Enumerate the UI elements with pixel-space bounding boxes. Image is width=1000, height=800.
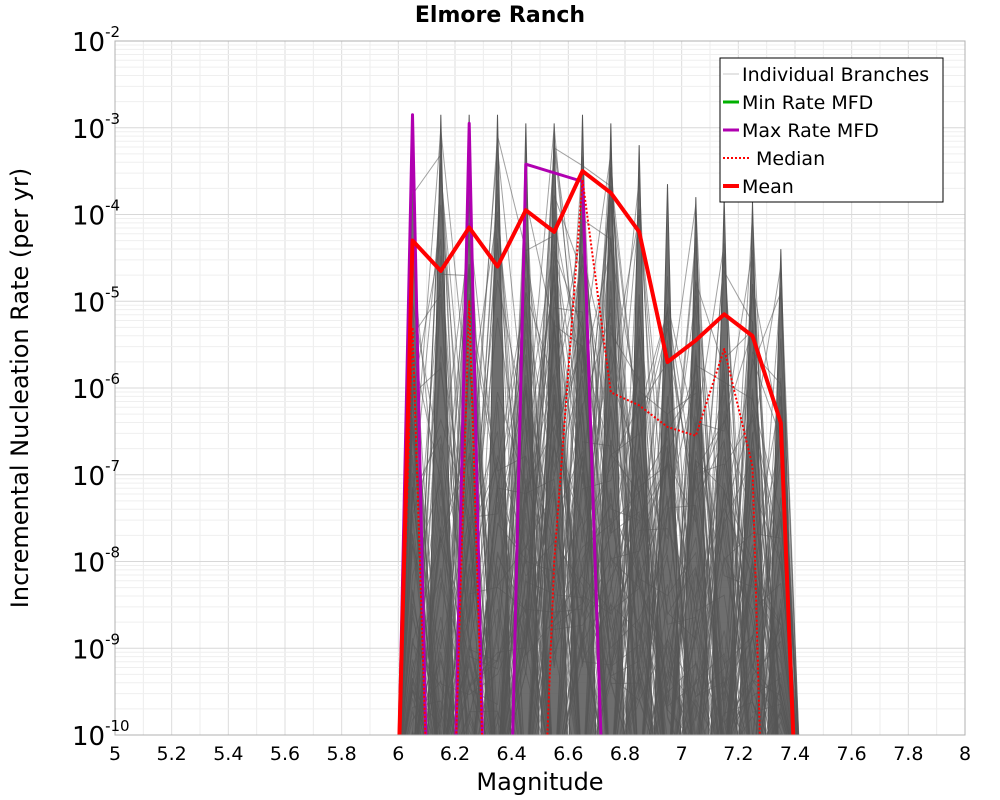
series-max-rate-mfd xyxy=(397,113,603,735)
x-tick-label: 5.2 xyxy=(157,743,187,765)
chart-title: Elmore Ranch xyxy=(415,3,585,28)
x-axis-label: Magnitude xyxy=(476,768,603,796)
legend-label-individual-branches: Individual Branches xyxy=(742,64,929,86)
legend-item-mean: Mean xyxy=(723,176,794,198)
y-axis-label: Incremental Nucleation Rate (per yr) xyxy=(6,168,34,608)
branch-line xyxy=(416,284,798,735)
x-tick-label: 5.8 xyxy=(327,743,357,765)
y-tick-label: 10-4 xyxy=(72,197,120,232)
branch-line xyxy=(401,144,799,735)
legend-item-median: Median xyxy=(723,148,825,170)
legend-item-max-rate: Max Rate MFD xyxy=(723,120,879,142)
legend-label-min-rate: Min Rate MFD xyxy=(742,92,873,114)
x-tick-label: 5.6 xyxy=(270,743,300,765)
x-tick-label: 7.4 xyxy=(780,743,810,765)
branch-spike xyxy=(625,145,653,735)
x-tick-label: 6.8 xyxy=(610,743,640,765)
legend-item-individual-branches: Individual Branches xyxy=(723,64,929,86)
y-tick-label: 10-3 xyxy=(72,110,120,145)
branch-line xyxy=(447,196,756,735)
plot-border xyxy=(114,40,966,736)
branch-spike xyxy=(568,114,597,735)
y-tick-label: 10-9 xyxy=(72,630,120,665)
branch-line xyxy=(411,199,787,735)
legend: Individual Branches Min Rate MFD Max Rat… xyxy=(719,57,944,203)
branch-line xyxy=(401,178,761,735)
series-layer xyxy=(397,113,796,735)
legend-label-median: Median xyxy=(756,148,825,170)
branch-line xyxy=(443,214,779,735)
branch-spike xyxy=(540,123,568,735)
branch-line xyxy=(399,338,799,735)
branch-line xyxy=(403,280,793,735)
x-tick-label: 7.8 xyxy=(893,743,923,765)
legend-box xyxy=(719,57,944,203)
branch-spike xyxy=(653,184,682,735)
x-tick-label: 5.4 xyxy=(213,743,243,765)
legend-label-max-rate: Max Rate MFD xyxy=(742,120,879,142)
branch-line xyxy=(401,238,693,735)
x-axis-ticks: 5 5.2 5.4 5.6 5.8 6 6.2 6.4 6.6 6.8 7 7.2 7.4 7.6 7.8 8 xyxy=(109,743,971,765)
branch-line xyxy=(440,229,800,735)
branch-spike xyxy=(483,114,512,735)
branch-line xyxy=(414,281,795,735)
y-tick-label: 10-2 xyxy=(72,23,120,58)
series-mean xyxy=(397,169,796,735)
branch-line xyxy=(557,351,799,735)
branch-line xyxy=(400,319,796,735)
branch-spike xyxy=(427,114,455,735)
series-median xyxy=(398,178,761,735)
branch-line xyxy=(455,375,740,735)
x-tick-label: 7.2 xyxy=(723,743,753,765)
x-tick-label: 6.2 xyxy=(440,743,470,765)
y-tick-label: 10-10 xyxy=(72,717,130,752)
x-tick-label: 7.6 xyxy=(837,743,867,765)
x-tick-label: 8 xyxy=(959,743,971,765)
branch-line xyxy=(411,242,774,735)
x-tick-label: 7 xyxy=(676,743,688,765)
y-tick-label: 10-6 xyxy=(72,370,120,405)
x-tick-label: 6.6 xyxy=(553,743,583,765)
x-tick-label: 5 xyxy=(109,743,121,765)
branch-line xyxy=(414,162,783,735)
branch-spike xyxy=(682,197,710,735)
branch-line xyxy=(402,395,799,735)
branch-line xyxy=(399,375,795,735)
x-tick-label: 6 xyxy=(392,743,404,765)
x-tick-label: 6.4 xyxy=(497,743,527,765)
branch-line xyxy=(399,155,764,735)
y-tick-label: 10-5 xyxy=(72,283,120,318)
y-tick-label: 10-8 xyxy=(72,544,120,579)
branch-spike xyxy=(597,123,625,735)
y-tick-label: 10-7 xyxy=(72,457,120,492)
branch-line xyxy=(447,238,796,735)
legend-label-mean: Mean xyxy=(742,176,794,198)
y-axis-ticks: 10-2 10-3 10-4 10-5 10-6 10-7 10-8 10-9 10-10 xyxy=(72,23,130,752)
legend-item-min-rate: Min Rate MFD xyxy=(723,92,873,114)
branch-line xyxy=(415,293,776,735)
